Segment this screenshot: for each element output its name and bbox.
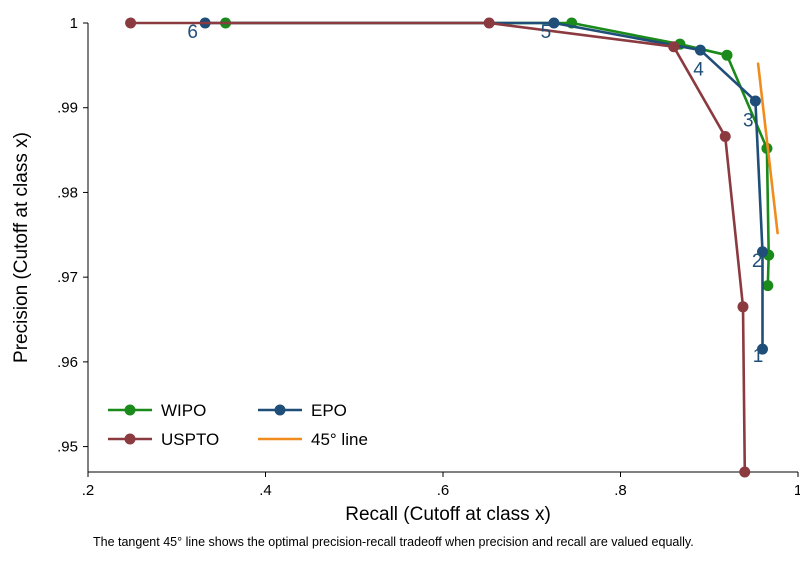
class-cutoff-label: 4 (693, 60, 704, 81)
data-point-uspto (719, 131, 731, 143)
class-cutoff-label: 1 (753, 346, 764, 367)
x-tick-label: .2 (82, 482, 95, 499)
legend: WIPO USPTO EPO 45° line (108, 401, 368, 449)
series-line-wipo (224, 21, 771, 287)
class-cutoff-label: 5 (541, 22, 552, 43)
data-point-epo (757, 246, 768, 258)
x-tick-label: .4 (259, 482, 272, 499)
legend-label: USPTO (161, 430, 219, 449)
annotation-layer: 1 2 3 4 5 6 (187, 22, 763, 367)
legend-item-wipo: WIPO (108, 401, 206, 420)
data-point-wipo (721, 49, 733, 61)
data-point-epo (757, 343, 768, 355)
class-cutoff-label: 3 (743, 110, 754, 131)
legend-label: EPO (311, 401, 347, 420)
series-45-line (756, 62, 779, 235)
legend-label: 45° line (311, 430, 368, 449)
x-tick-label: .6 (437, 482, 450, 499)
footnote: The tangent 45° line shows the optimal p… (93, 535, 694, 549)
series-epo (199, 17, 768, 355)
y-tick-label: .95 (57, 439, 78, 456)
data-point-epo (694, 44, 706, 56)
data-point-uspto (668, 41, 680, 53)
y-tick-label: .99 (57, 100, 78, 117)
legend-item-epo: EPO (258, 401, 347, 420)
axes: .2 .4 .6 .8 1 .95 .96 .97 .98 .99 1 Recall (Cutoff … (11, 15, 800, 525)
series-line-45-line (756, 62, 779, 235)
series-wipo (220, 17, 775, 292)
x-tick-label: .8 (614, 482, 627, 499)
legend-item-45-line: 45° line (258, 430, 368, 449)
legend-item-uspto: USPTO (108, 430, 219, 449)
y-tick-label: .96 (57, 354, 78, 371)
series-uspto (125, 17, 751, 478)
y-tick-label: 1 (70, 15, 78, 32)
x-tick-label: 1 (794, 482, 800, 499)
data-point-uspto (737, 301, 749, 313)
legend-label: WIPO (161, 401, 206, 420)
legend-swatch-marker (124, 404, 136, 416)
class-cutoff-label: 2 (752, 251, 763, 272)
data-point-uspto (125, 17, 137, 29)
data-point-uspto (739, 466, 751, 478)
data-point-epo (749, 95, 761, 107)
data-point-uspto (483, 17, 495, 29)
precision-recall-chart: .2 .4 .6 .8 1 .95 .96 .97 .98 .99 1 Recall (Cutoff … (11, 15, 800, 525)
x-axis-title: Recall (Cutoff at class x) (345, 504, 551, 525)
y-tick-label: .97 (57, 269, 78, 286)
series-line-epo (203, 21, 764, 351)
data-point-epo (548, 17, 560, 29)
series-layer (125, 17, 779, 478)
y-tick-label: .98 (57, 184, 78, 201)
class-cutoff-label: 6 (187, 22, 198, 43)
y-axis-title: Precision (Cutoff at class x) (11, 132, 32, 363)
data-point-wipo (762, 280, 774, 292)
legend-swatch-marker (274, 404, 286, 416)
legend-swatch-marker (124, 433, 136, 445)
series-line-uspto (129, 21, 747, 474)
